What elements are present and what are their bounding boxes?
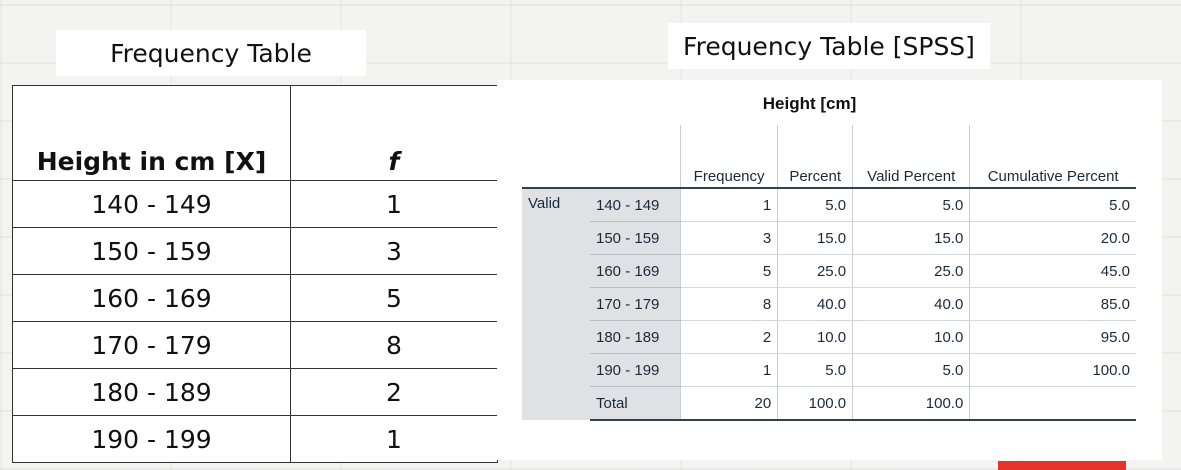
frequency-cell: 3 (679, 221, 778, 255)
cumulative-percent-cell (969, 386, 1136, 421)
frequency-cell: 8 (679, 287, 778, 321)
cumulative-percent-cell: 5.0 (969, 188, 1136, 222)
percent-cell: 25.0 (777, 254, 853, 288)
spss-header-blank (590, 125, 681, 189)
table-row: Valid 140 - 149 1 5.0 5.0 5.0 (522, 188, 1136, 420)
spss-output-panel: Height [cm] Frequency Percent Valid Perc… (497, 80, 1162, 460)
frequency-cell: 20 (679, 386, 778, 421)
valid-percent-cell: 15.0 (852, 221, 970, 255)
right-title-text: Frequency Table [SPSS] (683, 31, 975, 61)
range-label-cell: Total (590, 386, 681, 421)
height-range-cell: 150 - 159 (12, 227, 291, 275)
valid-percent-cell: 10.0 (852, 320, 970, 354)
range-label-cell: 180 - 189 (590, 320, 681, 354)
valid-percent-cell: 25.0 (852, 254, 970, 288)
frequency-cell: 5 (290, 274, 498, 322)
spss-header-frequency: Frequency (679, 125, 778, 189)
frequency-cell: 1 (290, 415, 498, 463)
height-range-cell: 140 - 149 (12, 180, 291, 228)
percent-cell: 100.0 (777, 386, 853, 421)
frequency-cell: 1 (679, 353, 778, 387)
spss-header-blank (522, 125, 590, 189)
cumulative-percent-cell: 45.0 (969, 254, 1136, 288)
cumulative-percent-cell: 95.0 (969, 320, 1136, 354)
frequency-table: Height in cm [X] f 140 - 149 1 150 - 159 3 1… (12, 85, 498, 463)
frequency-cell: 2 (290, 368, 498, 416)
right-table-title: Frequency Table [SPSS] (668, 23, 990, 69)
frequency-cell: 2 (679, 320, 778, 354)
frequency-cell: 1 (290, 180, 498, 228)
frequency-cell: 8 (290, 321, 498, 369)
table-row: 150 - 159 3 15.0 15.0 20.0 (522, 221, 1136, 255)
range-label-cell: 170 - 179 (590, 287, 681, 321)
frequency-cell: 3 (290, 227, 498, 275)
left-table-title: Frequency Table (56, 30, 366, 76)
table-row: 190 - 199 1 (12, 415, 498, 463)
range-label-cell: 140 - 149 (590, 188, 681, 222)
range-label-cell: 190 - 199 (590, 353, 681, 387)
percent-cell: 5.0 (777, 188, 853, 222)
cumulative-percent-cell: 20.0 (969, 221, 1136, 255)
height-range-cell: 180 - 189 (12, 368, 291, 416)
table-row: Total 20 100.0 100.0 (522, 386, 1136, 421)
red-accent-tab (998, 461, 1126, 470)
height-range-cell: 160 - 169 (12, 274, 291, 322)
table-row: 170 - 179 8 (12, 321, 498, 369)
valid-group-label: Valid (522, 188, 590, 420)
spss-frequency-table: Frequency Percent Valid Percent Cumulati… (522, 125, 1136, 421)
frequency-cell: 1 (679, 188, 778, 222)
range-label-cell: 150 - 159 (590, 221, 681, 255)
table-row: 160 - 169 5 (12, 274, 498, 322)
frequency-column-header: f (290, 85, 498, 181)
height-range-cell: 190 - 199 (12, 415, 291, 463)
percent-cell: 40.0 (777, 287, 853, 321)
frequency-cell: 5 (679, 254, 778, 288)
height-range-cell: 170 - 179 (12, 321, 291, 369)
valid-percent-cell: 5.0 (852, 353, 970, 387)
table-row: 160 - 169 5 25.0 25.0 45.0 (522, 254, 1136, 288)
range-label-cell: 160 - 169 (590, 254, 681, 288)
valid-percent-cell: 100.0 (852, 386, 970, 421)
spss-header-cumulative-percent: Cumulative Percent (969, 125, 1136, 189)
spss-header-valid-percent: Valid Percent (852, 125, 970, 189)
table-row: 180 - 189 2 (12, 368, 498, 416)
table-row: 140 - 149 1 (12, 180, 498, 228)
table-row: 190 - 199 1 5.0 5.0 100.0 (522, 353, 1136, 387)
percent-cell: 5.0 (777, 353, 853, 387)
table-row: 170 - 179 8 40.0 40.0 85.0 (522, 287, 1136, 321)
height-column-header: Height in cm [X] (12, 85, 291, 181)
frequency-table-header-row: Height in cm [X] f (12, 85, 498, 181)
spss-header-row: Frequency Percent Valid Percent Cumulati… (522, 125, 1136, 189)
table-row: 180 - 189 2 10.0 10.0 95.0 (522, 320, 1136, 354)
percent-cell: 15.0 (777, 221, 853, 255)
cumulative-percent-cell: 85.0 (969, 287, 1136, 321)
valid-percent-cell: 5.0 (852, 188, 970, 222)
left-title-text: Frequency Table (110, 38, 312, 68)
spss-table-title: Height [cm] (762, 94, 857, 113)
spss-header-percent: Percent (777, 125, 853, 189)
cumulative-percent-cell: 100.0 (969, 353, 1136, 387)
valid-percent-cell: 40.0 (852, 287, 970, 321)
table-row: 150 - 159 3 (12, 227, 498, 275)
percent-cell: 10.0 (777, 320, 853, 354)
